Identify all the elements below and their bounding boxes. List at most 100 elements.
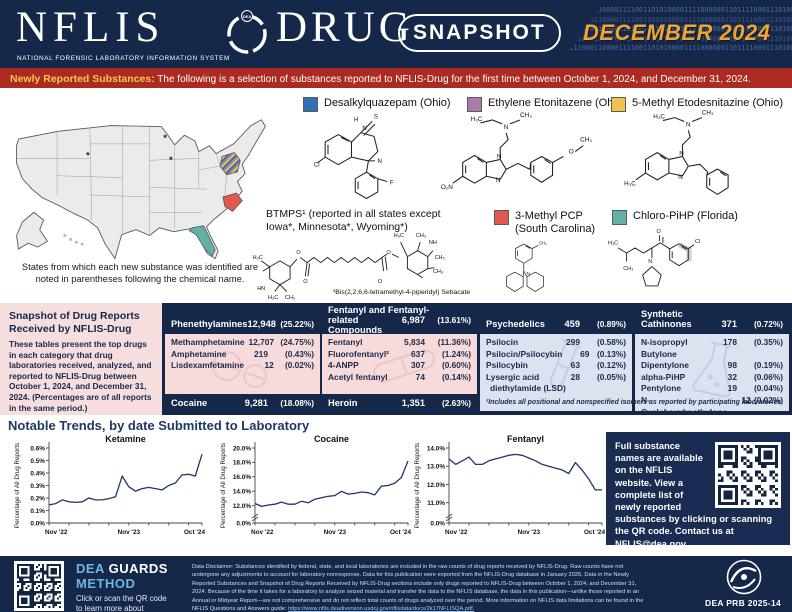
qr-code-substance-list[interactable] bbox=[715, 442, 781, 508]
map-state-florida bbox=[188, 225, 216, 257]
table-row: N-isopropyl Butylone 178 (0.35%) bbox=[641, 337, 783, 359]
tablet-watermark-icon bbox=[212, 351, 267, 388]
svg-text:CH₃: CH₃ bbox=[580, 137, 592, 144]
cathinones-panel: N-isopropyl Butylone 178 (0.35%) Dipentylo… bbox=[635, 334, 789, 411]
structure-5-methyl-etodesnitazine: H₃C CH₃ N N N H₃C bbox=[624, 110, 729, 196]
svg-text:0.0%: 0.0% bbox=[430, 520, 445, 527]
svg-text:Cl: Cl bbox=[314, 162, 320, 169]
map-asterisk-minnesota: * bbox=[163, 133, 167, 144]
svg-text:0.4%: 0.4% bbox=[30, 470, 45, 477]
capsule-watermark-icon bbox=[373, 349, 435, 383]
legend-swatch-teal bbox=[612, 210, 627, 225]
banner-label: Newly Reported Substances: bbox=[10, 73, 155, 85]
svg-text:O: O bbox=[657, 229, 661, 235]
svg-text:Fentanyl: Fentanyl bbox=[507, 434, 544, 444]
svg-text:H₃C: H₃C bbox=[253, 255, 263, 261]
svg-text:16.0%: 16.0% bbox=[233, 474, 251, 481]
svg-text:0.1%: 0.1% bbox=[30, 508, 45, 515]
binary-pattern: 1001111000110000111100110101000011110000… bbox=[553, 6, 792, 52]
svg-text:H₃C: H₃C bbox=[608, 241, 618, 247]
svg-text:Oct '24: Oct '24 bbox=[584, 529, 606, 536]
table-row: alpha-PiHP 32 (0.06%) bbox=[641, 371, 783, 382]
table-row-continued: diethylamide (LSD) bbox=[490, 383, 566, 394]
legend-swatch-purple bbox=[467, 97, 482, 112]
disclaimer-url-link[interactable]: https://www.nflis.deadiversion.usdoj.gov… bbox=[288, 606, 475, 612]
drug-logo-text: DRUG bbox=[276, 4, 414, 51]
guards-block: DEA GUARDS METHOD Click or scan the QR c… bbox=[76, 561, 180, 612]
svg-text:H: H bbox=[354, 116, 358, 123]
nflis-logo-subtitle: NATIONAL FORENSIC LABORATORY INFORMATION… bbox=[17, 55, 230, 62]
trends-section-title: Notable Trends, by date Submitted to Lab… bbox=[8, 418, 310, 433]
table-row: Dipentylone 98 (0.19%) bbox=[641, 360, 783, 371]
guards-method-label: METHOD bbox=[76, 576, 136, 591]
legend-swatch-red bbox=[494, 210, 509, 225]
svg-text:N: N bbox=[686, 121, 691, 128]
svg-text:O: O bbox=[296, 250, 301, 256]
svg-text:N: N bbox=[377, 158, 381, 165]
legend-swatch-yellow bbox=[611, 97, 626, 112]
svg-text:N: N bbox=[497, 153, 502, 160]
qr-code-guards[interactable] bbox=[14, 561, 64, 611]
header: NFLIS NATIONAL FORENSIC LABORATORY INFOR… bbox=[0, 0, 792, 68]
svg-text:12.0%: 12.0% bbox=[233, 503, 251, 510]
svg-text:Nov '23: Nov '23 bbox=[518, 529, 541, 536]
guards-caption: Click or scan the QR code to learn more … bbox=[76, 594, 167, 612]
svg-text:S: S bbox=[374, 114, 378, 121]
legend-ethylene-etonitazene: Ethylene Etonitazene (Ohio) bbox=[467, 97, 626, 112]
svg-text:CH₃: CH₃ bbox=[433, 269, 443, 275]
svg-text:Nov '22: Nov '22 bbox=[45, 529, 68, 536]
table-row: Psilocin/Psilocybin 69 (0.13%) bbox=[486, 348, 626, 359]
guards-dea-label: DEA bbox=[76, 561, 105, 576]
trend-chart-fentanyl: Fentanyl Percentage of All Drug Reports 0.… bbox=[412, 433, 608, 545]
map-continental-us bbox=[16, 119, 266, 260]
table-row: Fluorofentanyl² 637 (1.24%) bbox=[328, 348, 471, 359]
svg-text:Cocaine: Cocaine bbox=[314, 434, 349, 444]
data-disclaimer: Data Disclaimer: Substances identified b… bbox=[192, 564, 644, 612]
newly-reported-banner: Newly Reported Substances: The following… bbox=[0, 68, 792, 88]
svg-text:11.0%: 11.0% bbox=[427, 500, 445, 507]
svg-text:Nov '23: Nov '23 bbox=[118, 529, 141, 536]
map-state-ohio bbox=[219, 152, 241, 176]
svg-text:N: N bbox=[527, 271, 530, 276]
nflis-ring-logo-icon: DEA bbox=[224, 9, 270, 62]
svg-text:12.0%: 12.0% bbox=[427, 482, 445, 489]
svg-text:20.0%: 20.0% bbox=[233, 445, 251, 452]
document-id: DEA PRB 2025-14 bbox=[705, 598, 781, 608]
nflis-email-link[interactable]: NFLIS@dea.gov bbox=[615, 538, 686, 549]
table-row: Amphetamine 219 (0.43%) bbox=[171, 348, 314, 359]
svg-text:H₃C: H₃C bbox=[471, 116, 483, 123]
svg-text:CH₃: CH₃ bbox=[539, 241, 547, 246]
phenethylamines-panel: Methamphetamine 12,707 (24.75%) Amphetamin… bbox=[165, 334, 320, 394]
legend-3-methyl-pcp: 3-Methyl PCP (South Carolina) bbox=[494, 210, 595, 236]
trend-chart-cocaine: Cocaine Percentage of All Drug Reports 0.0… bbox=[218, 433, 414, 545]
trend-chart-ketamine: Ketamine Percentage of All Drug Reports 0.… bbox=[12, 433, 208, 545]
svg-text:H₃C: H₃C bbox=[394, 233, 404, 239]
legend-chloro-pihp: Chloro-PiHP (Florida) bbox=[612, 210, 738, 225]
map-caption: States from which each new substance was… bbox=[21, 262, 259, 284]
svg-text:Nov '23: Nov '23 bbox=[324, 529, 347, 536]
legend-5-methyl-etodesnitazine: 5-Methyl Etodesnitazine (Ohio) bbox=[611, 97, 783, 112]
fentanyl-panel: Fentanyl 5,834 (11.36%) Fluorofentanyl² 637… bbox=[322, 334, 477, 394]
svg-text:CH₃: CH₃ bbox=[520, 112, 532, 119]
us-map: * * * bbox=[5, 98, 275, 270]
table-row: N-Cyclohexylmethylone12(0.02%) bbox=[641, 394, 783, 411]
phenethylamines-header: Phenethylamines 12,948 (25.22%) bbox=[171, 319, 314, 329]
svg-text:CH₃: CH₃ bbox=[702, 110, 714, 117]
snapshot-intro-box: Snapshot of Drug Reports Received by NFL… bbox=[0, 303, 162, 415]
svg-text:0.0%: 0.0% bbox=[236, 520, 251, 527]
snapshot-title: Snapshot of Drug Reports Received by NFL… bbox=[9, 310, 140, 335]
psychedelics-header: Psychedelics 459 (0.89%) bbox=[486, 319, 626, 329]
substance-names-info-box: Full substance names are available on th… bbox=[606, 432, 790, 549]
edition-label: DECEMBER 2024 bbox=[583, 20, 771, 45]
table-row: Psilocybin 63 (0.12%) bbox=[486, 360, 626, 371]
cocaine-row: Cocaine 9,281 (18.08%) bbox=[171, 398, 314, 408]
svg-text:CH₃: CH₃ bbox=[435, 255, 445, 261]
svg-text:O₂N: O₂N bbox=[441, 184, 453, 191]
svg-text:Nov '22: Nov '22 bbox=[445, 529, 468, 536]
table-row: Lysergic acid 28 (0.05%) bbox=[486, 371, 626, 382]
legend-desalkylquazepam: Desalkylquazepam (Ohio) bbox=[303, 97, 451, 112]
isomer-footnote: ²Includes all positional and nonspecifie… bbox=[485, 399, 784, 406]
svg-text:0.5%: 0.5% bbox=[30, 458, 45, 465]
svg-text:H₃C: H₃C bbox=[624, 181, 636, 188]
svg-text:CH₃: CH₃ bbox=[285, 295, 295, 300]
